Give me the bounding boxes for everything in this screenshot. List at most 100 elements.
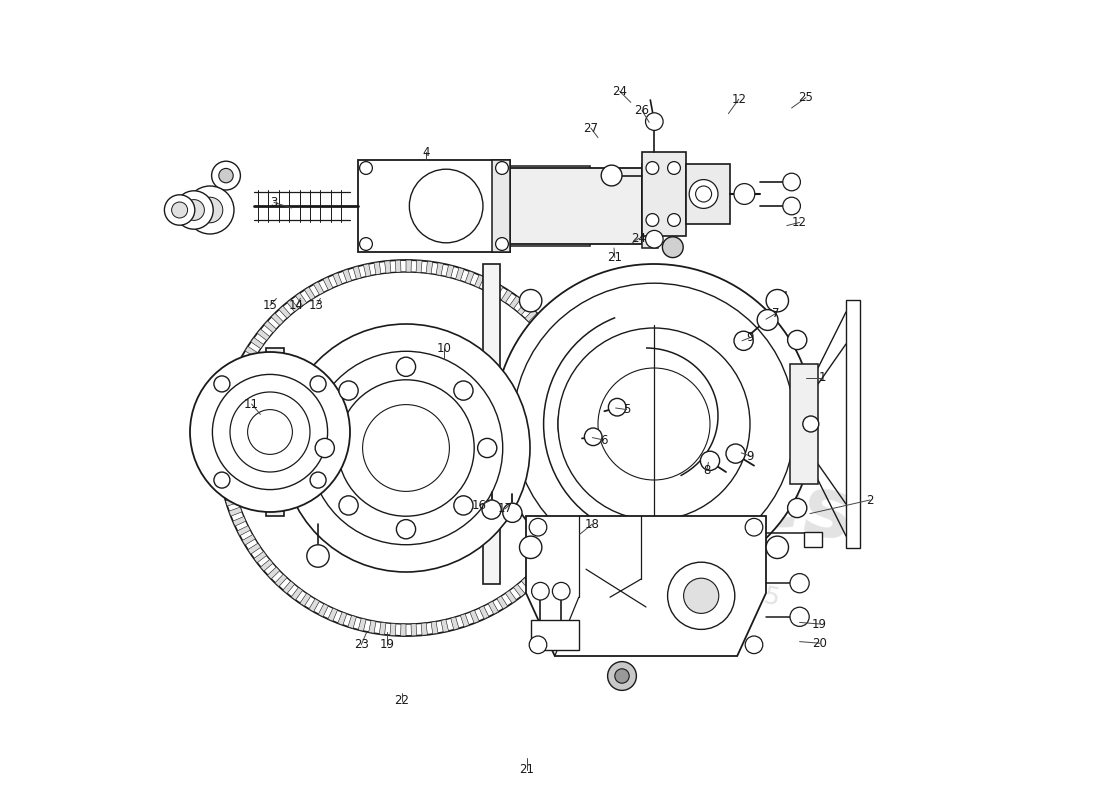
Circle shape <box>213 376 230 392</box>
Polygon shape <box>228 385 240 394</box>
Text: 7: 7 <box>772 307 779 320</box>
Polygon shape <box>497 596 507 609</box>
Polygon shape <box>529 570 541 583</box>
Circle shape <box>212 374 328 490</box>
Polygon shape <box>219 426 231 433</box>
Text: 6: 6 <box>600 434 607 446</box>
Bar <box>358 160 510 252</box>
Polygon shape <box>579 410 591 418</box>
Text: 21: 21 <box>607 251 623 264</box>
Circle shape <box>230 392 310 472</box>
Bar <box>804 533 822 547</box>
Circle shape <box>213 472 230 488</box>
Circle shape <box>598 368 710 480</box>
Polygon shape <box>554 539 566 550</box>
Circle shape <box>514 283 795 565</box>
Circle shape <box>745 518 762 536</box>
Text: 17: 17 <box>497 502 513 515</box>
Bar <box>266 348 284 516</box>
Polygon shape <box>470 610 480 623</box>
Polygon shape <box>264 321 276 333</box>
Circle shape <box>494 264 814 584</box>
Text: 12: 12 <box>792 216 807 229</box>
Text: 11: 11 <box>244 398 260 410</box>
Polygon shape <box>580 473 592 480</box>
Text: 16: 16 <box>472 499 487 512</box>
Circle shape <box>531 582 549 600</box>
Circle shape <box>690 180 718 208</box>
Polygon shape <box>581 463 593 470</box>
Circle shape <box>726 444 745 463</box>
Circle shape <box>683 578 718 614</box>
Polygon shape <box>296 293 307 306</box>
Polygon shape <box>411 624 417 636</box>
Circle shape <box>734 331 754 350</box>
Polygon shape <box>536 563 548 575</box>
Polygon shape <box>221 478 233 486</box>
Circle shape <box>339 496 359 515</box>
Circle shape <box>339 381 359 400</box>
Circle shape <box>477 438 497 458</box>
Circle shape <box>230 272 582 624</box>
Circle shape <box>695 186 712 202</box>
Polygon shape <box>385 261 390 273</box>
Polygon shape <box>484 279 494 292</box>
Circle shape <box>790 607 810 626</box>
Polygon shape <box>220 416 232 423</box>
Circle shape <box>615 669 629 683</box>
Polygon shape <box>292 587 302 600</box>
Polygon shape <box>446 265 454 278</box>
Text: 2: 2 <box>867 494 873 506</box>
Polygon shape <box>416 260 422 273</box>
Circle shape <box>496 162 508 174</box>
Circle shape <box>211 161 241 190</box>
Polygon shape <box>222 406 234 413</box>
Circle shape <box>788 498 806 518</box>
Circle shape <box>668 162 681 174</box>
Polygon shape <box>240 355 253 366</box>
Text: 3: 3 <box>271 196 277 209</box>
Text: 14: 14 <box>289 299 304 312</box>
Circle shape <box>668 214 681 226</box>
Circle shape <box>396 520 416 539</box>
Polygon shape <box>305 287 315 300</box>
Polygon shape <box>559 530 572 541</box>
Polygon shape <box>578 483 591 490</box>
Polygon shape <box>509 296 520 309</box>
Circle shape <box>172 202 188 218</box>
Polygon shape <box>436 262 443 275</box>
Polygon shape <box>441 619 449 632</box>
Polygon shape <box>309 598 319 612</box>
Polygon shape <box>451 617 459 630</box>
Polygon shape <box>229 507 242 516</box>
Polygon shape <box>575 493 587 501</box>
Circle shape <box>745 636 762 654</box>
Polygon shape <box>287 299 298 312</box>
Polygon shape <box>542 555 554 567</box>
Polygon shape <box>359 618 366 631</box>
Polygon shape <box>318 604 328 617</box>
Circle shape <box>360 162 373 174</box>
Circle shape <box>307 545 329 567</box>
Circle shape <box>701 451 719 470</box>
Circle shape <box>519 290 542 312</box>
Circle shape <box>363 405 450 491</box>
Circle shape <box>248 410 293 454</box>
Polygon shape <box>251 338 264 349</box>
Polygon shape <box>245 346 257 357</box>
Polygon shape <box>328 608 338 621</box>
Circle shape <box>396 357 416 376</box>
Circle shape <box>338 380 474 516</box>
Text: 10: 10 <box>437 342 452 354</box>
Circle shape <box>558 328 750 520</box>
Bar <box>790 364 818 484</box>
Polygon shape <box>343 270 352 282</box>
Circle shape <box>783 198 801 214</box>
Polygon shape <box>338 612 346 625</box>
Polygon shape <box>235 365 249 375</box>
Polygon shape <box>576 400 590 408</box>
Text: 13: 13 <box>309 299 323 312</box>
Polygon shape <box>426 262 432 274</box>
Polygon shape <box>223 488 235 496</box>
Circle shape <box>197 198 223 222</box>
